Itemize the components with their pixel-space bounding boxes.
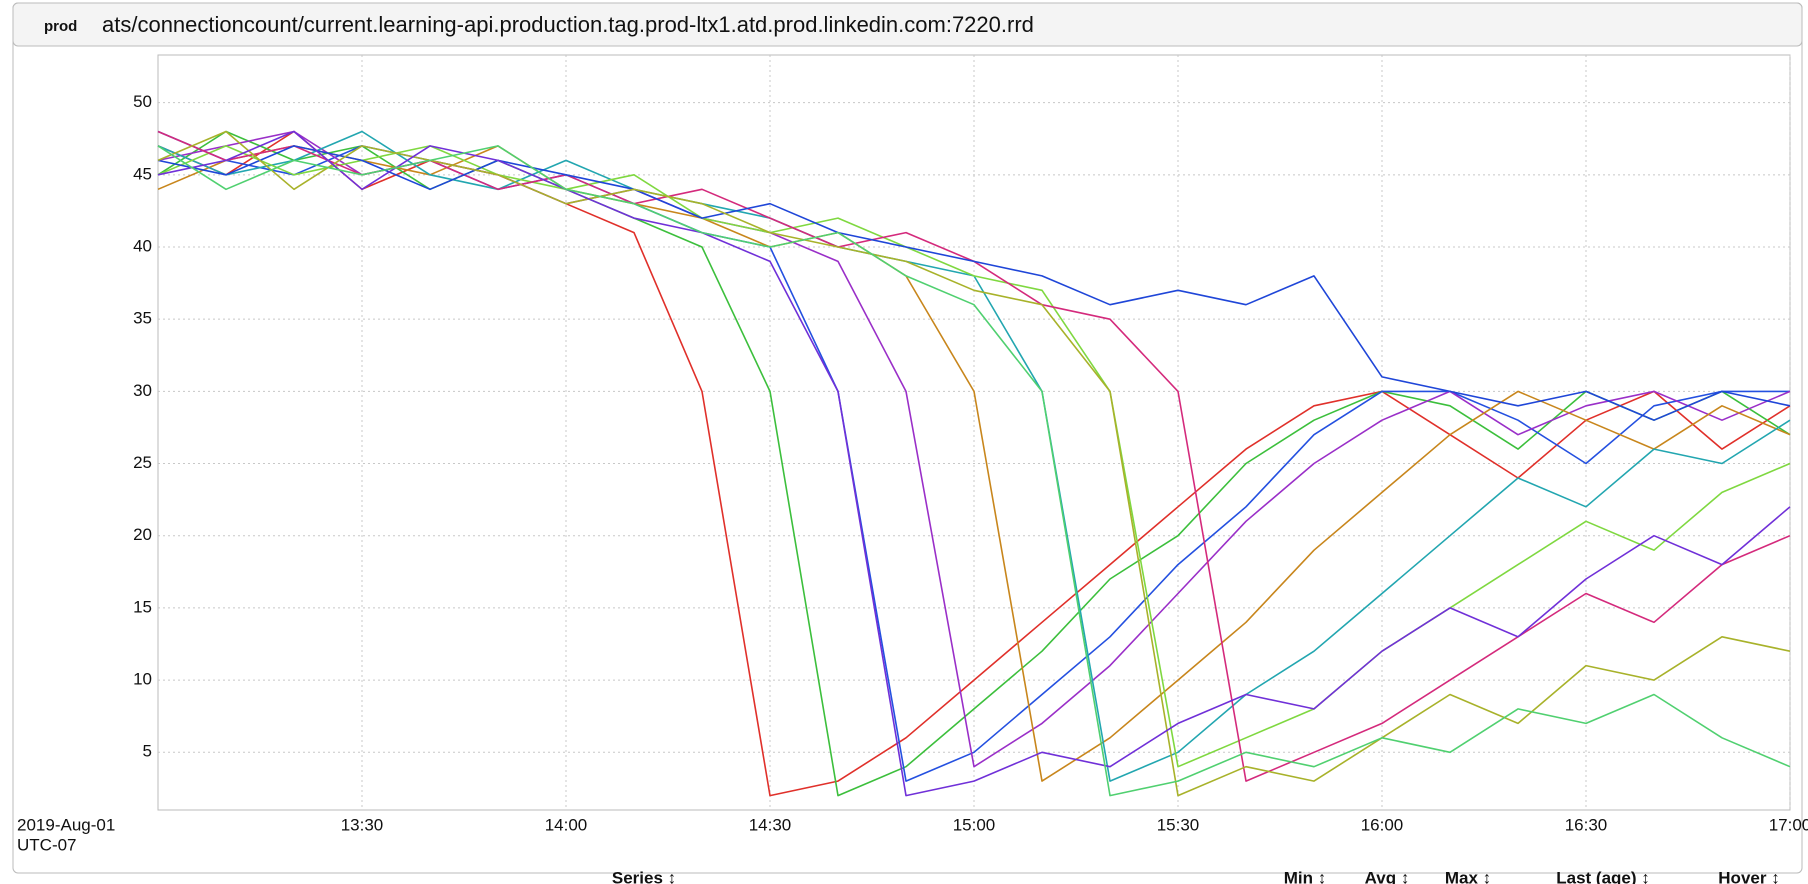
x-axis-note: 2019-Aug-01 [17,815,115,834]
y-tick-label: 30 [133,381,152,400]
table-column-header[interactable]: Series ↕ [612,868,676,884]
y-tick-label: 25 [133,453,152,472]
y-tick-label: 5 [143,742,152,761]
series-line [157,145,1791,421]
x-tick-label: 15:00 [953,815,996,834]
y-tick-label: 15 [133,597,152,616]
env-label: prod [44,18,77,35]
x-tick-label: 17:00 [1769,815,1808,834]
y-tick-label: 50 [133,92,152,111]
table-column-header[interactable]: Hover ↕ [1718,868,1779,884]
panel-title: ats/connectioncount/current.learning-api… [102,12,1034,37]
y-tick-label: 40 [133,236,152,255]
table-column-header[interactable]: Avg ↕ [1365,868,1410,884]
y-tick-label: 35 [133,309,152,328]
table-column-header[interactable]: Min ↕ [1284,868,1327,884]
x-tick-label: 16:30 [1565,815,1608,834]
y-tick-label: 20 [133,525,152,544]
table-column-header[interactable]: Max ↕ [1445,868,1491,884]
x-tick-label: 13:30 [341,815,384,834]
x-tick-label: 16:00 [1361,815,1404,834]
series-line [157,145,1791,797]
panel-header [12,2,1803,47]
x-tick-label: 14:30 [749,815,792,834]
table-column-header[interactable]: Last (age) ↕ [1556,868,1650,884]
y-tick-label: 10 [133,670,152,689]
x-tick-label: 15:30 [1157,815,1200,834]
x-axis-note: UTC-07 [17,835,77,854]
series-line [157,130,1791,797]
y-tick-label: 45 [133,164,152,183]
x-tick-label: 14:00 [545,815,588,834]
